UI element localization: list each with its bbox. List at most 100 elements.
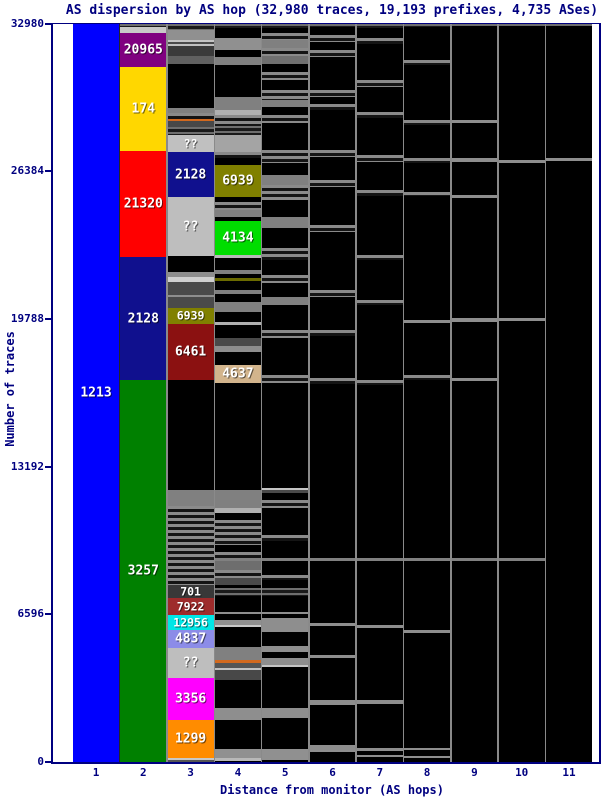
segment-band <box>262 163 309 175</box>
segment-band <box>262 150 309 163</box>
x-axis-label: Distance from monitor (AS hops) <box>220 783 444 797</box>
segment-band <box>214 258 261 270</box>
segment-band <box>214 758 261 761</box>
y-tick-mark <box>45 317 52 320</box>
segment-band <box>451 123 498 158</box>
column-separator <box>450 24 452 762</box>
segment-band <box>214 552 261 558</box>
column-separator <box>166 24 168 762</box>
x-tick-label: 3 <box>187 766 194 779</box>
segment-band <box>356 385 403 558</box>
segment-band <box>356 28 403 38</box>
segment-band <box>356 162 403 190</box>
segment-band <box>498 561 545 762</box>
column-separator <box>402 24 405 762</box>
segment-band <box>167 127 214 135</box>
segment-band <box>404 320 451 323</box>
x-tick-label: 2 <box>139 766 147 779</box>
as-segment-??: ?? <box>167 197 214 256</box>
segment-band <box>262 56 309 64</box>
segment-band <box>262 558 309 561</box>
segment-band <box>214 115 261 126</box>
segment-band <box>451 378 498 381</box>
segment-band <box>262 283 309 297</box>
segment-band <box>214 670 261 680</box>
segment-band <box>404 633 451 748</box>
segment-band <box>262 561 309 575</box>
segment-band <box>451 120 498 123</box>
segment-band <box>309 561 356 623</box>
segment-band <box>356 190 403 196</box>
segment-band <box>498 321 545 558</box>
as-label-??: ?? <box>182 655 199 671</box>
segment-band <box>309 180 356 187</box>
as-label-3356: 3356 <box>174 691 207 707</box>
segment-band <box>262 100 309 107</box>
y-tick-label: 26384 <box>10 164 44 178</box>
segment-band <box>167 46 214 56</box>
segment-band <box>404 196 451 320</box>
segment-band <box>167 760 214 762</box>
column-separator <box>260 24 263 762</box>
as-label-174: 174 <box>131 101 156 117</box>
segment-band <box>262 107 309 115</box>
segment-band <box>356 757 403 762</box>
as-segment-701: 701 <box>167 585 214 598</box>
segment-band <box>167 256 214 272</box>
segment-band <box>262 718 309 749</box>
segment-band <box>404 756 451 758</box>
segment-band <box>404 120 451 125</box>
segment-band <box>404 60 451 65</box>
segment-band <box>214 302 261 312</box>
segment-band <box>167 282 214 295</box>
x-tick-label: 1 <box>92 766 100 779</box>
as-segment-??: ?? <box>167 648 214 678</box>
segment-band <box>309 655 356 658</box>
segment-band <box>356 24 403 28</box>
segment-band <box>309 97 356 104</box>
segment-band <box>356 561 403 625</box>
segment-band <box>167 272 214 277</box>
segment-band <box>262 338 309 375</box>
segment-band <box>167 30 214 40</box>
segment-band <box>356 625 403 628</box>
segment-band <box>262 614 309 618</box>
segment-band <box>309 623 356 626</box>
segment-band <box>356 748 403 751</box>
segment-band <box>214 57 261 65</box>
segment-band <box>404 65 451 120</box>
as-segment-4837: 4837 <box>167 630 214 648</box>
as-label-6461: 6461 <box>174 344 207 360</box>
segment-band <box>214 749 261 758</box>
segment-band <box>214 152 261 158</box>
x-tick-label: 11 <box>562 766 576 779</box>
segment-band <box>262 493 309 500</box>
segment-band <box>356 700 403 704</box>
segment-band <box>214 202 261 210</box>
segment-band <box>262 115 309 123</box>
segment-band <box>167 64 214 108</box>
segment-band <box>214 761 261 762</box>
x-tick-label: 5 <box>281 766 289 779</box>
segment-band <box>214 668 261 670</box>
segment-band <box>404 558 451 561</box>
segment-band <box>404 758 451 762</box>
segment-band <box>262 652 309 658</box>
segment-band <box>214 281 261 290</box>
segment-band <box>214 210 261 217</box>
bar-hop-8 <box>404 24 451 762</box>
segment-band <box>309 225 356 232</box>
segment-band <box>214 570 261 578</box>
segment-band <box>404 380 451 558</box>
segment-band <box>214 290 261 294</box>
segment-band <box>404 163 451 192</box>
segment-band <box>451 322 498 378</box>
segment-band <box>309 50 356 57</box>
segment-band <box>309 232 356 290</box>
segment-band <box>262 297 309 305</box>
segment-band <box>262 383 309 488</box>
segment-band <box>214 217 261 221</box>
as-label-2128: 2128 <box>127 311 159 326</box>
segment-band <box>120 27 167 33</box>
